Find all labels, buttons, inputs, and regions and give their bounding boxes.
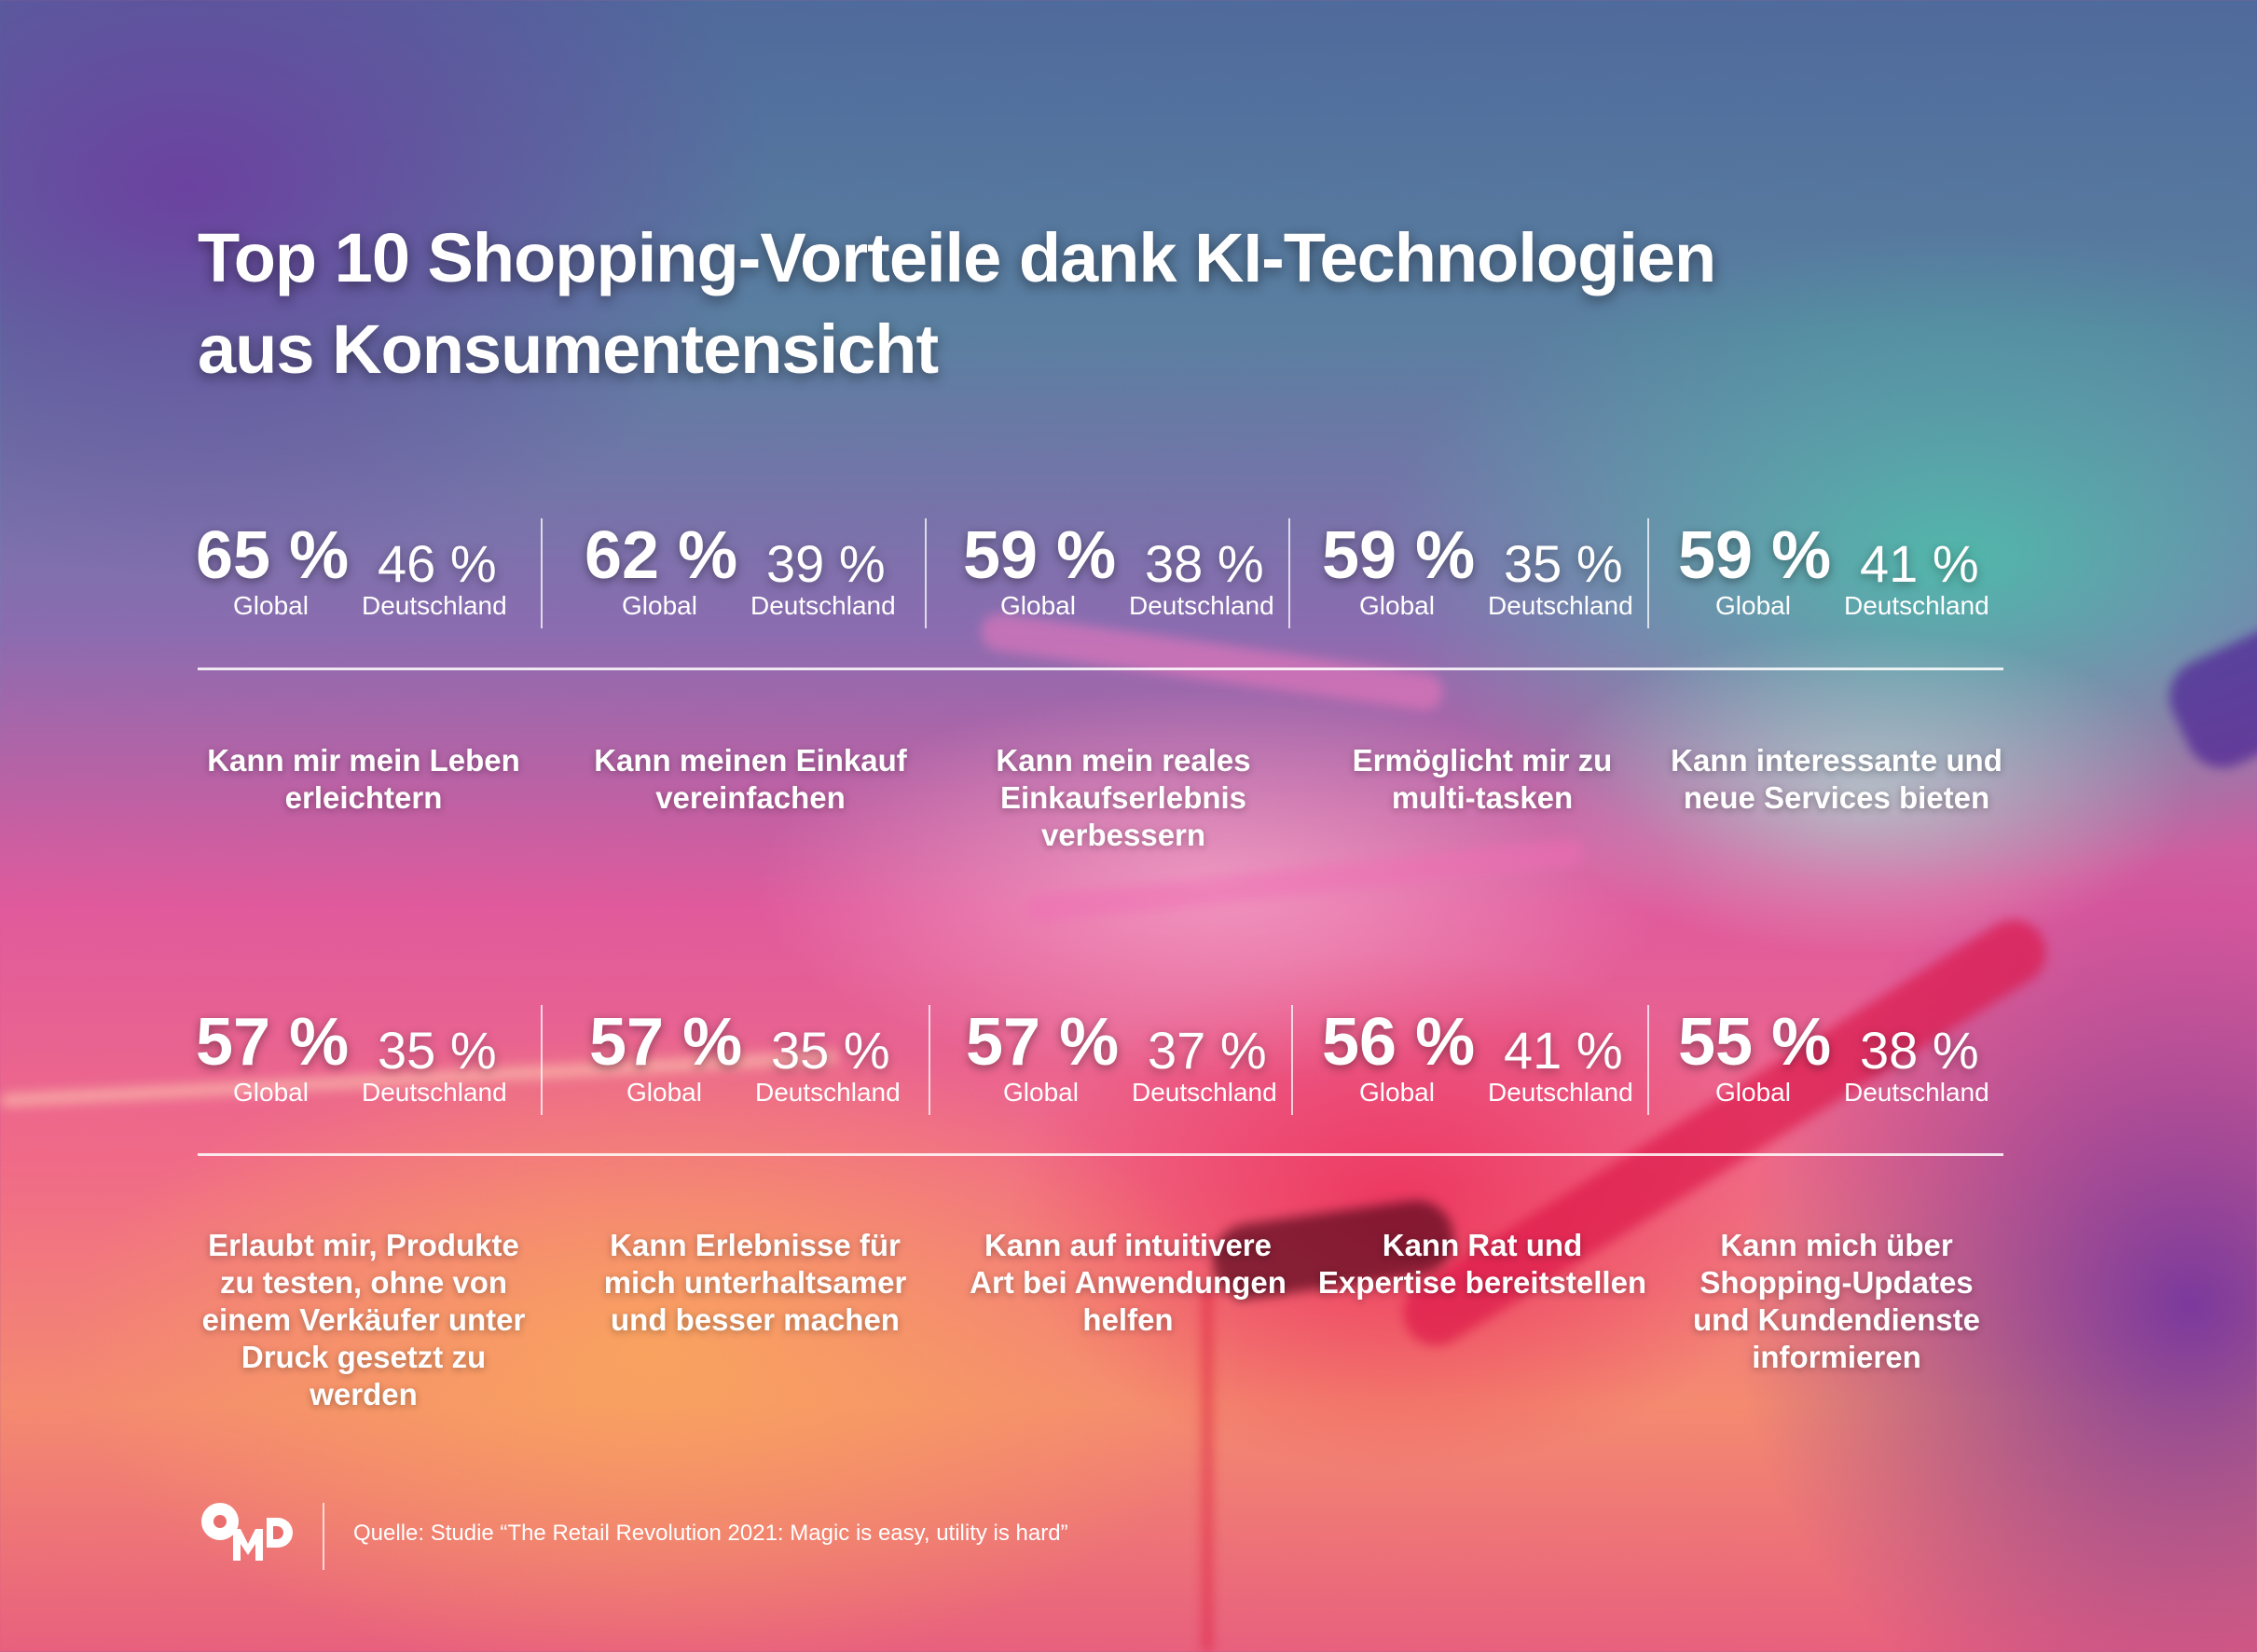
germany-value: 41 % [1860,534,1979,593]
title-line-2: aus Konsumentensicht [198,310,939,388]
stat-benefit-8: 57 % 37 % Global Deutschland [966,1005,1329,1126]
global-value: 56 % [1322,1005,1476,1080]
column-divider [925,518,927,628]
germany-label: Deutschland [1488,1078,1633,1107]
germany-label: Deutschland [1129,591,1274,620]
global-label: Global [1003,1078,1079,1107]
germany-label: Deutschland [1132,1078,1277,1107]
column-divider [1647,1005,1649,1115]
global-value: 59 % [1322,518,1476,593]
germany-value: 35 % [771,1021,890,1080]
global-label: Global [626,1078,702,1107]
stats-row-1: 65 % 46 % Global Deutschland 62 % 39 % G… [196,518,2004,640]
stat-benefit-7: 57 % 35 % Global Deutschland [589,1005,953,1126]
germany-value: 41 % [1504,1021,1623,1080]
germany-label: Deutschland [755,1078,901,1107]
global-value: 55 % [1678,1005,1832,1080]
benefit-description: Kann Rat und Expertise bereitstellen [1317,1228,1647,1300]
germany-label: Deutschland [362,591,507,620]
global-label: Global [1359,591,1435,620]
global-value: 57 % [966,1005,1120,1080]
global-label: Global [1715,591,1791,620]
global-label: Global [622,591,697,620]
column-divider [1647,518,1649,628]
stat-benefit-3: 59 % 38 % Global Deutschland [963,518,1327,640]
benefit-description: Kann interessante und neue Services biet… [1671,743,2002,815]
stats-row-2: 57 % 35 % Global Deutschland 57 % 35 % G… [196,1005,2004,1126]
global-value: 57 % [196,1005,350,1080]
column-divider [541,1005,543,1115]
germany-value: 46 % [378,534,497,593]
global-value: 57 % [589,1005,743,1080]
benefit-description: Kann mich über Shopping-Updates und Kund… [1693,1228,1980,1374]
column-divider [1288,518,1290,628]
stat-benefit-2: 62 % 39 % Global Deutschland [585,518,948,640]
background-streak [1203,1287,1212,1652]
stat-benefit-6: 57 % 35 % Global Deutschland [196,1005,559,1126]
global-label: Global [233,591,309,620]
benefit-description: Kann auf intuitivere Art bei Anwendungen… [970,1228,1287,1337]
global-value: 59 % [963,518,1117,593]
germany-label: Deutschland [750,591,896,620]
germany-label: Deutschland [362,1078,507,1107]
stat-benefit-1: 65 % 46 % Global Deutschland [196,518,559,640]
stat-benefit-10: 55 % 38 % Global Deutschland [1678,1005,2042,1126]
global-label: Global [233,1078,309,1107]
stat-benefit-4: 59 % 35 % Global Deutschland [1322,518,1686,640]
column-divider [541,518,543,628]
global-value: 59 % [1678,518,1832,593]
benefit-description: Ermöglicht mir zu multi-tasken [1352,743,1613,815]
row-divider [198,1153,2003,1156]
global-label: Global [1359,1078,1435,1107]
germany-value: 39 % [766,534,886,593]
benefit-description: Kann meinen Einkauf vereinfachen [594,743,907,815]
benefit-description: Erlaubt mir, Produkte zu testen, ohne vo… [201,1228,526,1411]
omd-logo: OMD [201,1503,293,1561]
title-line-1: Top 10 Shopping-Vorteile dank KI-Technol… [198,219,1716,296]
background-streak [2157,599,2257,780]
germany-label: Deutschland [1844,591,1989,620]
column-divider [929,1005,930,1115]
germany-value: 38 % [1145,534,1264,593]
global-label: Global [1715,1078,1791,1107]
row-divider [198,668,2003,670]
global-value: 65 % [196,518,350,593]
column-divider [1291,1005,1293,1115]
germany-label: Deutschland [1488,591,1633,620]
source-citation: Quelle: Studie “The Retail Revolution 20… [353,1521,1068,1546]
global-value: 62 % [585,518,738,593]
germany-label: Deutschland [1844,1078,1989,1107]
stat-benefit-5: 59 % 41 % Global Deutschland [1678,518,2042,640]
stat-benefit-9: 56 % 41 % Global Deutschland [1322,1005,1686,1126]
benefit-description: Kann Erlebnisse für mich unterhaltsamer … [603,1228,907,1337]
global-label: Global [1000,591,1076,620]
germany-value: 35 % [378,1021,497,1080]
germany-value: 37 % [1148,1021,1267,1080]
benefit-description: Kann mir mein Leben erleichtern [207,743,520,815]
germany-value: 38 % [1860,1021,1979,1080]
page-title: Top 10 Shopping-Vorteile dank KI-Technol… [198,213,1969,395]
germany-value: 35 % [1504,534,1623,593]
footer-divider [323,1503,324,1570]
benefit-description: Kann mein reales Einkaufserlebnis verbes… [996,743,1251,852]
